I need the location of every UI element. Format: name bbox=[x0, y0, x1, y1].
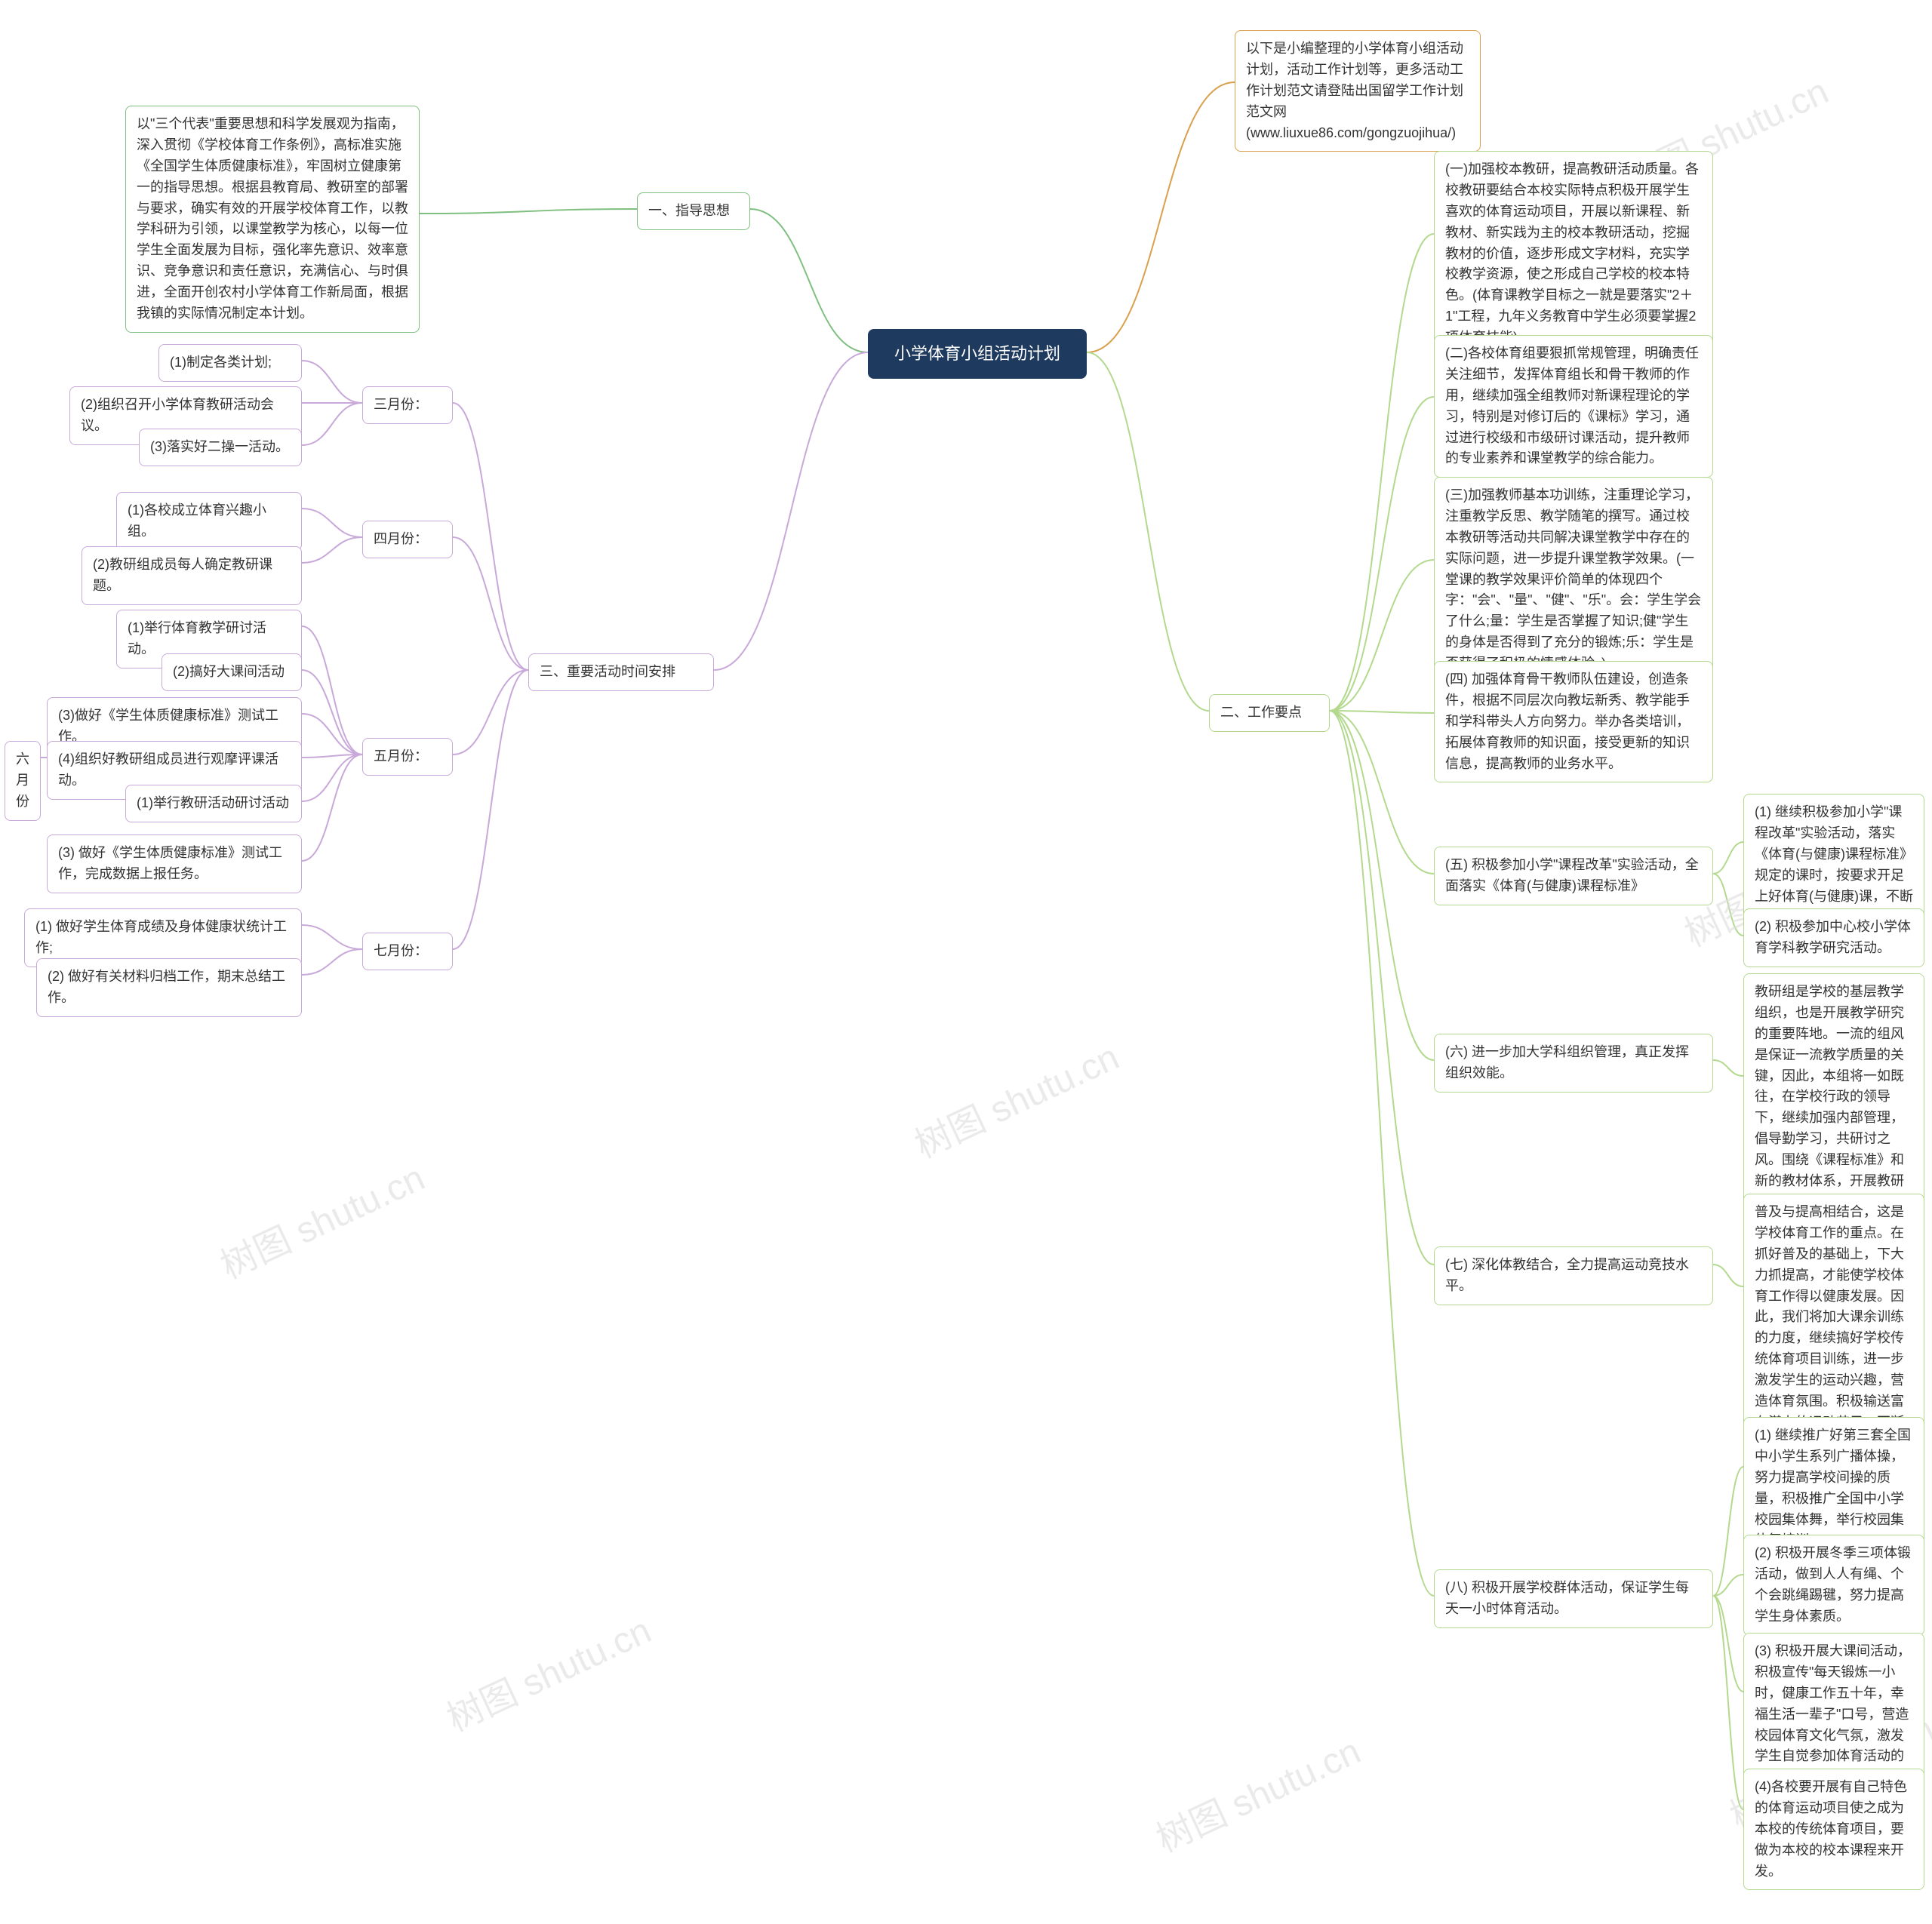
node-m3: 三月份： bbox=[362, 386, 453, 424]
connector bbox=[1330, 711, 1434, 1060]
connector bbox=[1087, 82, 1235, 352]
node-p7: (七) 深化体教结合，全力提高运动竞技水平。 bbox=[1434, 1246, 1713, 1305]
connector bbox=[420, 209, 637, 214]
node-m5e: (1)举行教研活动研讨活动 bbox=[125, 785, 302, 822]
node-m3c: (3)落实好二操一活动。 bbox=[139, 429, 302, 466]
connector bbox=[302, 949, 362, 975]
node-m7b: (2) 做好有关材料归档工作，期末总结工作。 bbox=[36, 958, 302, 1017]
node-p5b: (2) 积极参加中心校小学体育学科教学研究活动。 bbox=[1743, 908, 1924, 967]
connector bbox=[750, 209, 868, 352]
connector bbox=[1713, 1467, 1743, 1596]
node-p4: (四) 加强体育骨干教师队伍建设，创造条件，根据不同层次向教坛新秀、教学能手和学… bbox=[1434, 661, 1713, 782]
connector bbox=[1330, 560, 1434, 711]
node-intro: 以下是小编整理的小学体育小组活动计划，活动工作计划等，更多活动工作计划范文请登陆… bbox=[1235, 30, 1481, 152]
connector bbox=[302, 509, 362, 537]
node-p2: (二)各校体育组要狠抓常规管理，明确责任关注细节，发挥体育组长和骨干教师的作用，… bbox=[1434, 335, 1713, 478]
connector bbox=[1713, 874, 1743, 936]
connector bbox=[302, 670, 362, 755]
connector bbox=[1713, 1575, 1743, 1596]
connector bbox=[453, 670, 528, 755]
connector bbox=[302, 361, 362, 403]
node-m4: 四月份： bbox=[362, 521, 453, 558]
node-m5f: (3) 做好《学生体质健康标准》测试工作，完成数据上报任务。 bbox=[47, 834, 302, 893]
node-p8b: (2) 积极开展冬季三项体锻活动，做到人人有绳、个个会跳绳踢毽，努力提高学生身体… bbox=[1743, 1535, 1924, 1636]
node-m3a: (1)制定各类计划; bbox=[158, 344, 302, 382]
connector bbox=[1330, 711, 1434, 1596]
connector bbox=[302, 755, 362, 801]
node-m6: 六月份 bbox=[5, 741, 41, 821]
node-p1: (一)加强校本教研，提高教研活动质量。各校教研要结合本校实际特点积极开展学生喜欢… bbox=[1434, 151, 1713, 357]
connector bbox=[302, 537, 362, 563]
connector bbox=[1330, 711, 1434, 1265]
watermark: 树图 shutu.cn bbox=[905, 1028, 1126, 1168]
connector bbox=[1330, 397, 1434, 711]
connector bbox=[1087, 352, 1209, 711]
connector bbox=[714, 352, 868, 670]
node-p8d: (4)各校要开展有自己特色的体育运动项目使之成为本校的传统体育项目，要做为本校的… bbox=[1743, 1769, 1924, 1890]
connector bbox=[1713, 1596, 1743, 1692]
node-m5b: (2)搞好大课间活动 bbox=[162, 653, 302, 691]
connector bbox=[302, 626, 362, 755]
node-s3: 三、重要活动时间安排 bbox=[528, 653, 714, 691]
connector bbox=[453, 403, 528, 670]
watermark: 树图 shutu.cn bbox=[437, 1601, 658, 1741]
connector bbox=[302, 755, 362, 758]
connector bbox=[1330, 234, 1434, 711]
node-m4a: (1)各校成立体育兴趣小组。 bbox=[116, 492, 302, 551]
watermark: 树图 shutu.cn bbox=[211, 1148, 432, 1289]
connector bbox=[302, 925, 362, 949]
connector bbox=[1330, 711, 1434, 713]
node-s2: 二、工作要点 bbox=[1209, 694, 1330, 732]
center-node: 小学体育小组活动计划 bbox=[868, 329, 1087, 379]
watermark: 树图 shutu.cn bbox=[1146, 1722, 1367, 1862]
connector bbox=[1713, 1265, 1743, 1286]
node-m5: 五月份： bbox=[362, 738, 453, 776]
connector bbox=[302, 714, 362, 755]
node-p8: (八) 积极开展学校群体活动，保证学生每天一小时体育活动。 bbox=[1434, 1569, 1713, 1628]
connector bbox=[302, 403, 362, 445]
node-m7: 七月份： bbox=[362, 933, 453, 970]
node-s1t: 以"三个代表"重要思想和科学发展观为指南，深入贯彻《学校体育工作条例》，高标准实… bbox=[125, 106, 420, 333]
connector bbox=[1330, 711, 1434, 874]
node-p6: (六) 进一步加大学科组织管理，真正发挥组织效能。 bbox=[1434, 1034, 1713, 1093]
node-m4b: (2)教研组成员每人确定教研课题。 bbox=[82, 546, 302, 605]
connector bbox=[1713, 842, 1743, 874]
connector bbox=[453, 537, 528, 670]
node-p5: (五) 积极参加小学"课程改革"实验活动，全面落实《体育(与健康)课程标准》 bbox=[1434, 847, 1713, 905]
connector bbox=[302, 755, 362, 861]
connector bbox=[1713, 1060, 1743, 1076]
node-s1: 一、指导思想 bbox=[637, 192, 750, 230]
connector bbox=[453, 670, 528, 949]
node-p3: (三)加强教师基本功训练，注重理论学习，注重教学反思、教学随笔的撰写。通过校本教… bbox=[1434, 477, 1713, 683]
connector bbox=[1713, 1596, 1743, 1809]
